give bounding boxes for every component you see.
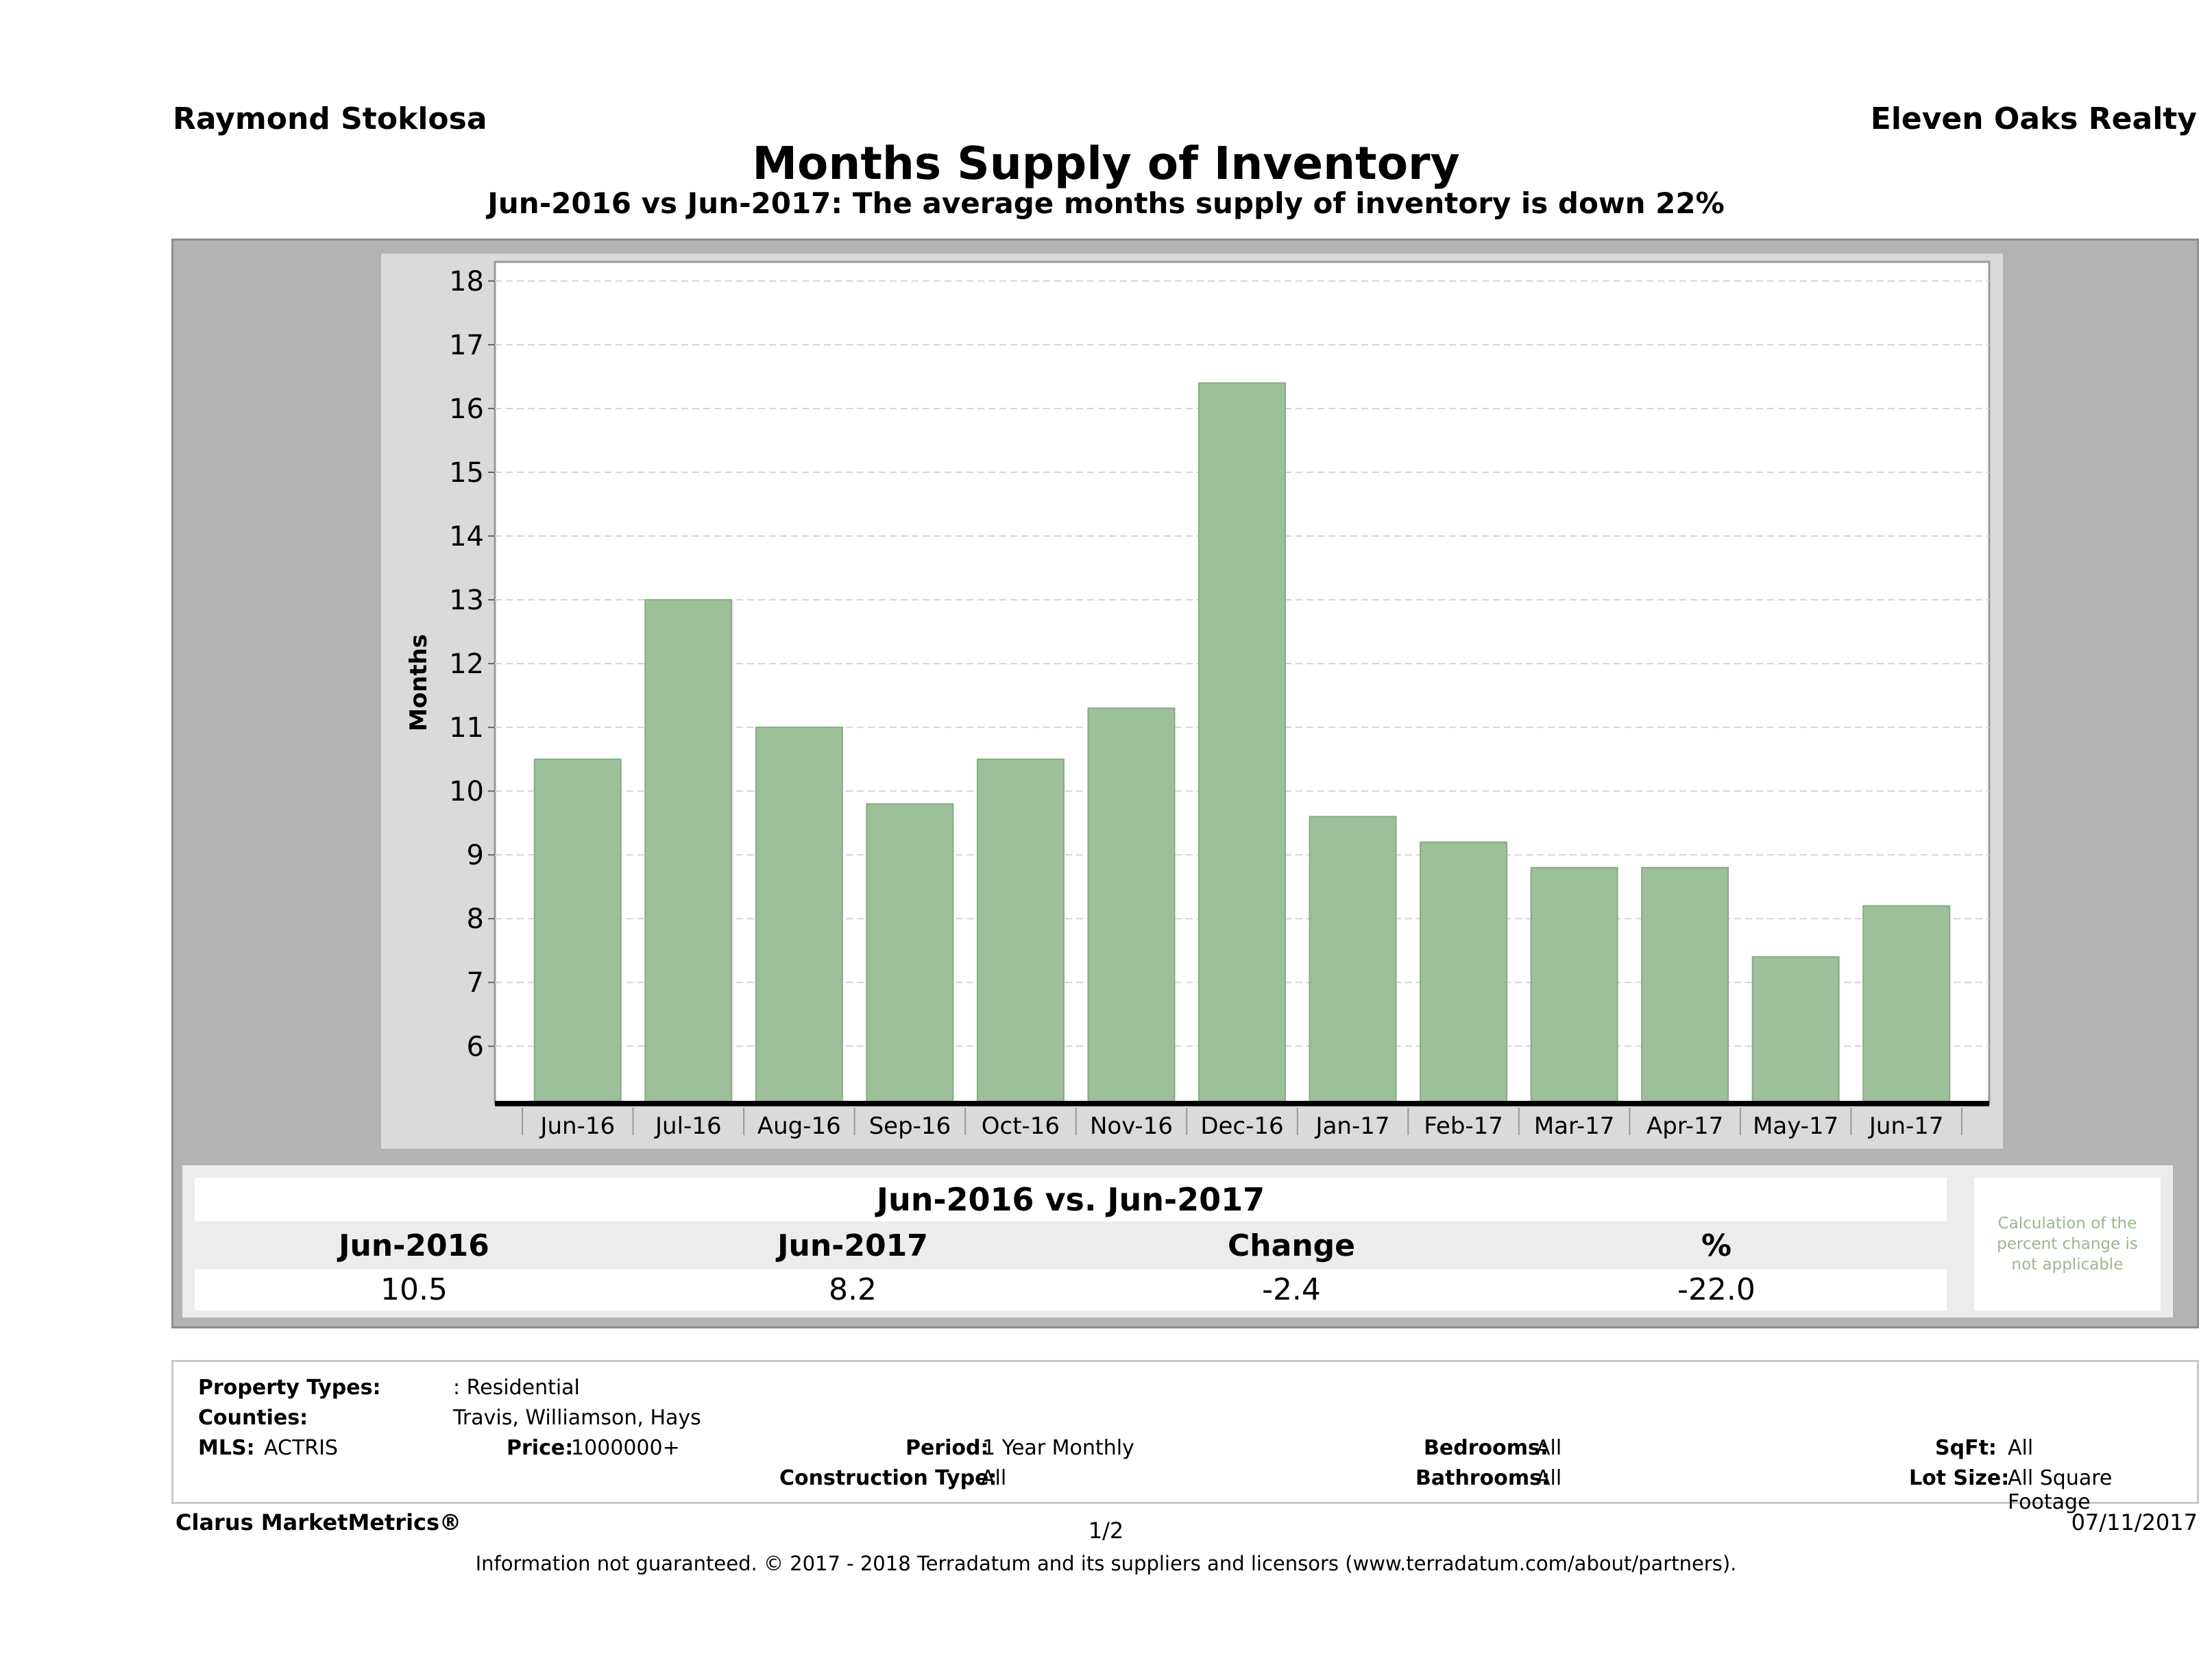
y-tick-label: 6 [467,1031,484,1062]
x-tick-label: Mar-17 [1534,1112,1615,1140]
chart-panel: 6 7 8 9 10 11 12 13 14 15 16 17 18 Jun-16 Jul-16 Aug-16… [381,254,2003,1149]
bar-may-17 [1751,956,1840,1104]
report-subtitle: Jun-2016 vs Jun-2017: The average months… [487,186,1725,220]
lot-size-label: Lot Size: [1909,1466,2010,1490]
y-tick-label: 7 [467,967,484,999]
agent-name: Raymond Stoklosa [173,101,487,136]
period-value: 1 Year Monthly [982,1436,1134,1460]
summary-header-change: Change [1228,1228,1355,1263]
y-tick-label: 14 [449,521,484,552]
summary-value-change: -2.4 [1262,1272,1321,1307]
y-axis-label: Months [405,634,433,731]
summary-header-end: Jun-2017 [777,1228,928,1263]
bar-apr-17 [1641,866,1729,1105]
counties-value: Travis, Williamson, Hays [453,1406,701,1430]
x-tick-label: Feb-17 [1424,1112,1503,1140]
bar-dec-16 [1198,382,1286,1104]
bar-jun-17 [1862,905,1951,1105]
report-title: Months Supply of Inventory [752,137,1460,190]
summary-title: Jun-2016 vs. Jun-2017 [195,1178,1947,1221]
bar-chart: 6 7 8 9 10 11 12 13 14 15 16 17 18 Jun-16 Jul-16 Aug-16… [405,260,1991,1140]
bar-aug-16 [755,727,843,1104]
x-tick-label: May-17 [1753,1112,1838,1140]
bar-sep-16 [866,803,954,1104]
page-number: 1/2 [1088,1518,1124,1544]
bedrooms-label: Bedrooms: [1424,1436,1548,1460]
bar-feb-17 [1420,841,1508,1104]
sqft-value: All [2008,1436,2034,1460]
x-tick-label: Apr-17 [1646,1112,1723,1140]
period-label: Period: [906,1436,989,1460]
y-tick-label: 13 [449,585,484,616]
property-types-label: Property Types: [198,1376,381,1400]
x-tick-label: Nov-16 [1090,1112,1173,1140]
summary-header-percent: % [1701,1228,1732,1263]
bedrooms-value: All [1536,1436,1562,1460]
mls-label: MLS: [198,1436,255,1460]
x-tick-label: Sep-16 [869,1112,951,1140]
bar-jun-16 [533,758,622,1104]
summary-value-percent: -22.0 [1677,1272,1755,1307]
y-tick-label: 17 [449,330,484,361]
y-tick-label: 15 [449,457,484,489]
x-tick-label: Jul-16 [654,1112,722,1140]
counties-label: Counties: [198,1406,308,1430]
y-tick-label: 16 [449,393,484,425]
x-tick-label: Jun-16 [539,1112,615,1140]
construction-type-value: All [981,1466,1007,1490]
summary-header-start: Jun-2016 [339,1228,489,1263]
bar-jan-17 [1309,816,1397,1104]
construction-type-label: Construction Type: [779,1466,997,1490]
summary-value-row: 10.5 8.2 -2.4 -22.0 [195,1269,1947,1311]
y-tick-label: 10 [449,776,484,807]
footer-brand: Clarus MarketMetrics® [175,1509,462,1535]
report-date: 07/11/2017 [2071,1509,2198,1535]
y-tick-label: 11 [449,712,484,744]
sqft-label: SqFt: [1935,1436,1997,1460]
x-tick-label: Jun-17 [1868,1112,1944,1140]
price-value: 1000000+ [571,1436,680,1460]
x-tick-label: Oct-16 [982,1112,1060,1140]
lot-size-value: All Square Footage [2008,1466,2113,1514]
percent-note: Calculation of the percent change is not… [1974,1178,2161,1311]
bar-nov-16 [1087,707,1176,1104]
bar-jul-16 [644,599,733,1104]
y-tick-label: 12 [449,648,484,680]
price-label: Price: [507,1436,574,1460]
bathrooms-label: Bathrooms: [1415,1466,1550,1490]
bar-oct-16 [976,758,1065,1104]
y-tick-label: 8 [467,903,484,935]
x-tick-label: Jan-17 [1315,1112,1390,1140]
bar-mar-17 [1530,866,1618,1105]
mls-value: ACTRIS [264,1436,339,1460]
percent-note-text: Calculation of the percent change is not… [1997,1215,2138,1274]
x-tick-label: Aug-16 [757,1112,841,1140]
y-tick-label: 18 [449,266,484,297]
summary-value-end: 8.2 [829,1272,877,1307]
summary-value-start: 10.5 [380,1272,448,1307]
x-tick-label: Dec-16 [1200,1112,1283,1140]
bathrooms-value: All [1536,1466,1562,1490]
property-types-value: : Residential [453,1376,580,1400]
y-tick-label: 9 [467,840,484,871]
filter-criteria: Property Types: : Residential Counties: … [171,1360,2199,1514]
brokerage-name: Eleven Oaks Realty [1870,101,2197,136]
disclaimer: Information not guaranteed. © 2017 - 201… [475,1552,1737,1575]
summary-header-row: Jun-2016 Jun-2017 Change % [195,1227,1947,1265]
